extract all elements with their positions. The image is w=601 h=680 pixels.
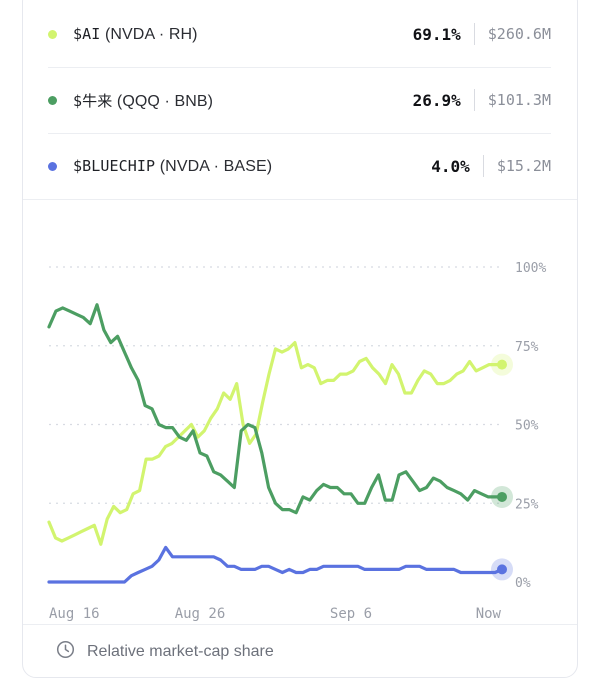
endpoint-marker-2 xyxy=(497,564,507,575)
endpoint-marker-1 xyxy=(497,491,507,502)
endpoint-marker-0 xyxy=(497,359,507,370)
chart-footer: Relative market-cap share xyxy=(56,640,274,664)
legend-label: $AI (NVDA · RH) xyxy=(73,24,198,43)
series-line-0 xyxy=(47,341,504,546)
x-tick-label: Sep 6 xyxy=(330,606,372,622)
row-divider xyxy=(48,133,551,134)
x-tick-label: Now xyxy=(476,606,502,622)
legend-value: $15.2M xyxy=(496,157,551,175)
divider xyxy=(482,155,484,177)
section-divider xyxy=(23,199,577,200)
legend-row-bluechip[interactable]: $BLUECHIP (NVDA · BASE) 4.0% $15.2M xyxy=(48,134,551,198)
y-tick-label: 50% xyxy=(515,419,539,434)
divider xyxy=(473,23,475,45)
clock-icon xyxy=(56,640,75,664)
footer-caption: Relative market-cap share xyxy=(87,643,274,660)
legend-row-niulai[interactable]: $牛来 (QQQ · BNB) 26.9% $101.3M xyxy=(48,68,551,132)
series-dot-bluechip xyxy=(48,161,57,171)
legend-percent: 26.9% xyxy=(412,90,461,110)
legend-label: $牛来 (QQQ · BNB) xyxy=(73,91,214,110)
x-tick-label: Aug 16 xyxy=(49,606,100,622)
market-share-chart: 100% 75% 50% 25% 0% Aug 16 Aug 26 Sep 6 Now xyxy=(47,261,546,622)
legend-percent: 69.1% xyxy=(412,24,461,44)
section-divider xyxy=(23,624,577,625)
legend-percent: 4.0% xyxy=(431,156,470,176)
y-tick-label: 0% xyxy=(515,576,531,591)
legend-row-ai[interactable]: $AI (NVDA · RH) 69.1% $260.6M xyxy=(48,2,551,66)
series-line-1 xyxy=(47,303,504,515)
x-tick-label: Aug 26 xyxy=(175,606,226,622)
legend-value: $260.6M xyxy=(487,25,551,43)
legend-value: $101.3M xyxy=(487,91,551,109)
series-line-2 xyxy=(47,545,504,584)
y-tick-label: 75% xyxy=(515,340,539,355)
series-dot-ai xyxy=(48,29,57,39)
legend-label: $BLUECHIP (NVDA · BASE) xyxy=(73,156,273,175)
y-tick-label: 100% xyxy=(515,261,546,276)
y-tick-label: 25% xyxy=(515,497,539,512)
series-dot-niulai xyxy=(48,95,57,105)
row-divider xyxy=(48,67,551,68)
divider xyxy=(473,89,475,111)
